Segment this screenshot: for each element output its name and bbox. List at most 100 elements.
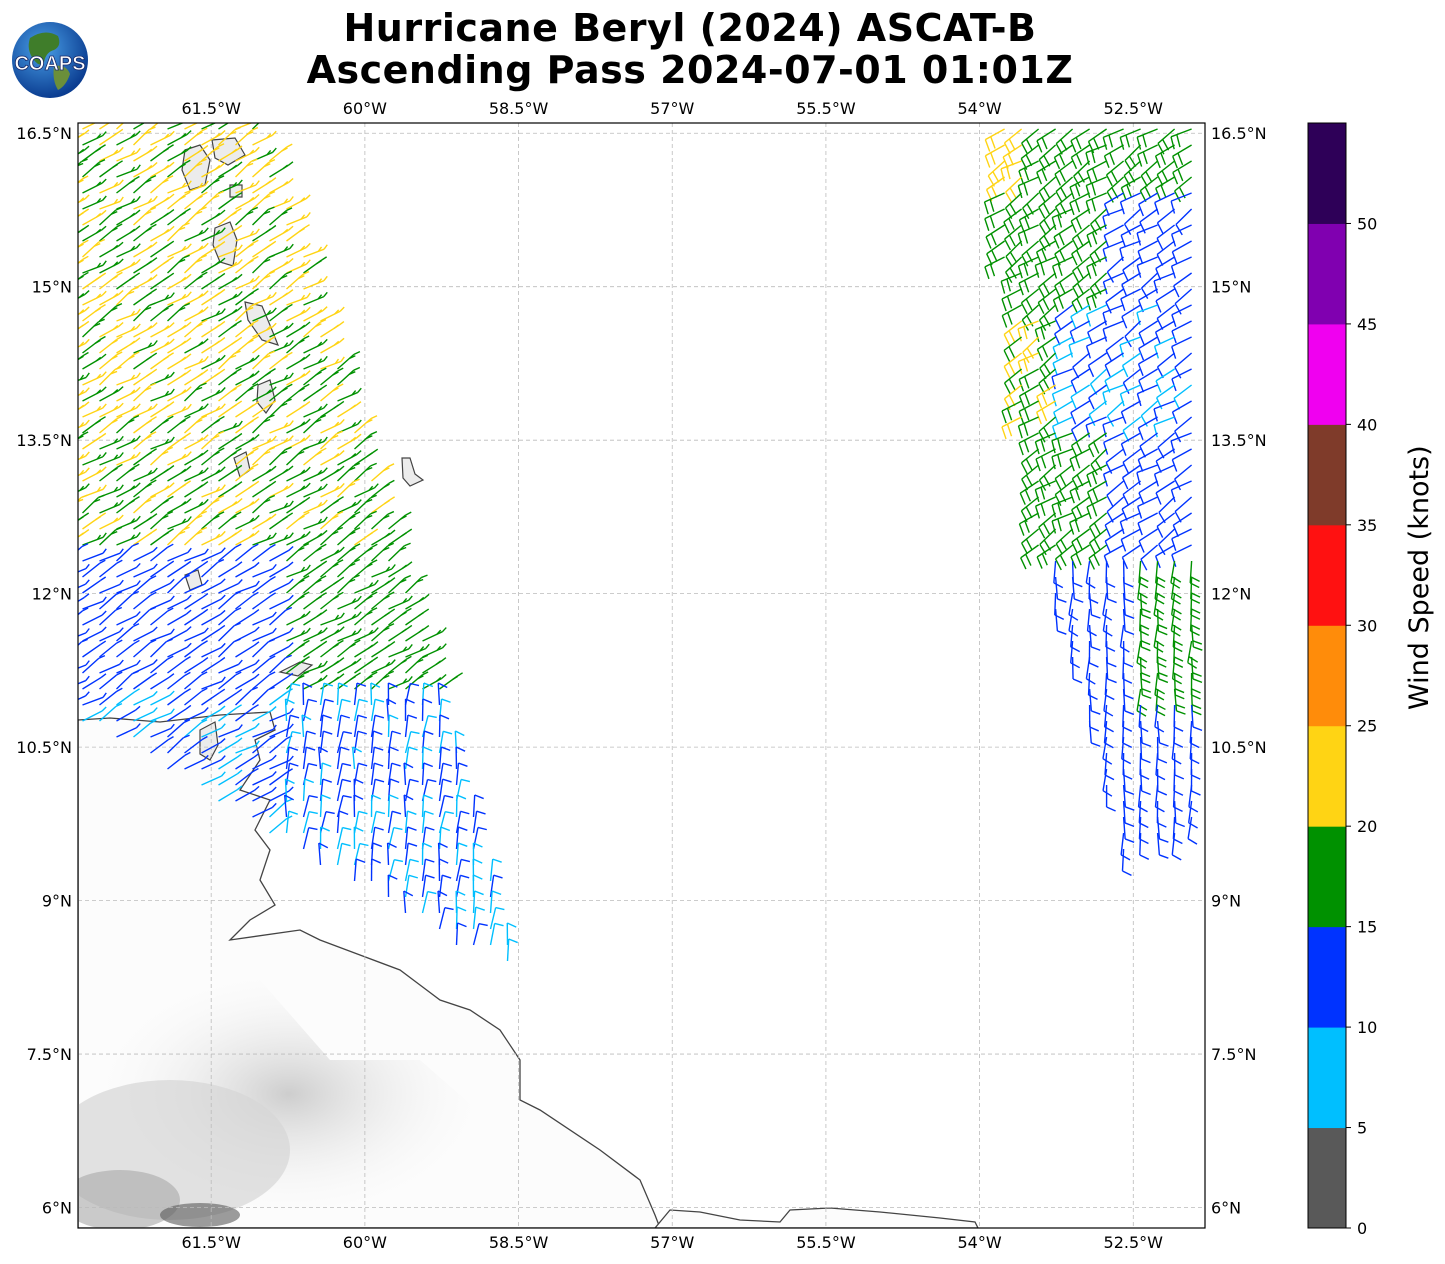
wind-barb [150,123,159,130]
wind-barb [235,383,259,402]
wind-barb [319,811,335,834]
wind-barb [133,352,158,370]
wind-barb [133,528,158,546]
wind-barb [438,762,453,786]
wind-barb [99,258,124,274]
wind-barb [1173,384,1193,410]
wind-barb [116,623,140,642]
wind-barb [320,612,345,626]
wind-barb [82,304,106,322]
lat-tick-label-left: 15°N [32,278,72,297]
wind-barb [269,642,294,658]
wind-barb [1053,224,1073,249]
wind-barb [150,708,175,722]
wind-barb [1034,480,1056,503]
wind-barb [218,244,243,258]
wind-barb [269,482,294,498]
wind-barb [1139,736,1151,764]
wind-barb [218,688,243,706]
wind-barb [286,575,310,594]
lon-tick-label-top: 55.5°W [796,99,856,118]
wind-barb [370,810,386,834]
wind-barb [235,146,260,162]
wind-barb [1087,352,1107,378]
wind-barb [218,528,243,546]
wind-barb [1190,656,1203,684]
wind-barb [133,448,157,466]
wind-barb [269,512,294,530]
coaps-logo-text: COAPS [14,53,85,75]
wind-barb [387,810,402,834]
wind-barb [404,874,419,898]
wind-barb [167,415,191,434]
lat-tick-label-right: 13.5°N [1211,431,1267,450]
wind-barb [184,498,209,514]
wind-barb [133,206,157,226]
wind-barb [1054,160,1074,186]
wind-barb [82,238,106,258]
wind-barb [252,592,276,610]
wind-barb [303,640,328,658]
wind-barb [252,724,277,738]
wind-barb [252,270,275,290]
wind-barb [252,575,276,594]
wind-barb [201,430,225,450]
wind-barb [167,243,192,258]
wind-barb [133,639,157,658]
wind-barb [405,654,428,674]
wind-barb [82,559,106,578]
wind-barb [370,858,381,882]
wind-barb [150,723,175,738]
wind-barb [167,480,192,498]
wind-barb [1120,400,1141,424]
wind-barb [371,640,396,658]
wind-barb [235,370,260,386]
wind-barb [1022,192,1040,220]
wind-barb [403,762,414,786]
wind-barb [403,890,414,914]
wind-barb [252,638,275,658]
wind-barb [269,723,294,738]
wind-barb [99,366,122,386]
wind-barb [201,447,225,466]
wind-barb [1086,608,1097,637]
wind-barb [133,403,158,418]
wind-barb [167,609,192,626]
wind-barb [167,451,192,466]
wind-barb [201,190,224,210]
wind-barb [218,192,242,210]
wind-barb [116,463,140,482]
wind-barb [184,579,209,594]
wind-barb [388,528,413,546]
colorbar-tick-label: 20 [1357,817,1377,836]
lon-tick-label-bottom: 57°W [650,1233,694,1252]
wind-barb [354,543,378,562]
wind-barb [201,755,226,770]
wind-barb [150,578,175,594]
wind-barb [78,290,90,299]
wind-barb [1086,160,1107,184]
wind-barb [252,686,275,706]
wind-barb [78,419,90,429]
wind-barb [218,320,242,338]
wind-barb [437,682,448,706]
wind-barb [133,626,158,642]
wind-barb [1156,352,1176,379]
wind-barb [405,643,430,658]
colorbar-bin [1308,725,1346,827]
wind-barb [252,435,277,450]
wind-barb [286,370,311,386]
wind-barb [82,178,107,194]
wind-barb [370,746,384,770]
wind-barb [78,401,90,411]
wind-barb [422,627,447,642]
wind-barb [1173,704,1184,732]
wind-barb [167,498,192,514]
wind-barb [1054,544,1074,571]
wind-barb [218,145,243,162]
wind-barb [1071,576,1084,603]
colorbar-tick-label: 30 [1357,616,1377,635]
wind-barb [201,387,226,402]
wind-barb [1003,208,1023,234]
wind-barb [1020,448,1040,475]
